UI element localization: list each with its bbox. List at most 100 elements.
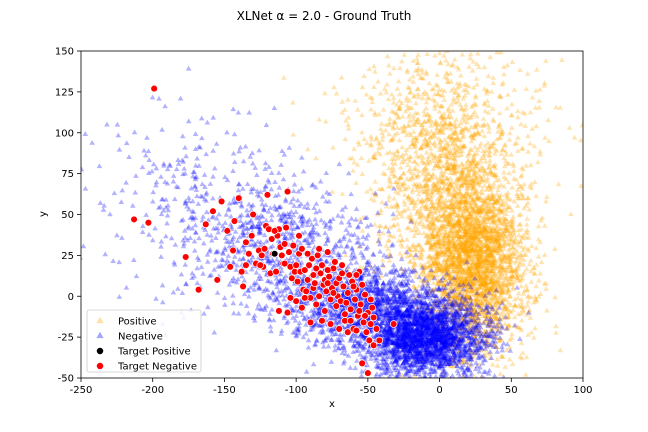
data-point: [461, 247, 468, 253]
data-point: [518, 255, 525, 261]
data-point: [466, 245, 472, 251]
data-point: [480, 116, 487, 121]
data-point: [524, 71, 531, 76]
data-point: [477, 275, 484, 281]
data-point: [485, 215, 491, 220]
data-point: [474, 264, 481, 270]
data-point: [482, 275, 488, 280]
data-point: [544, 307, 550, 313]
data-point: [457, 256, 463, 262]
data-point: [383, 242, 390, 248]
data-point: [456, 189, 463, 195]
data-point: [421, 351, 427, 357]
data-point: [444, 317, 450, 323]
data-point: [467, 299, 473, 305]
data-point: [437, 288, 443, 293]
data-point: [462, 311, 469, 317]
data-point: [487, 262, 493, 268]
data-point: [477, 245, 484, 251]
data-point: [448, 205, 455, 211]
data-point: [482, 273, 489, 279]
data-point: [430, 260, 437, 265]
data-point: [419, 326, 425, 332]
data-point: [579, 122, 583, 128]
data-point: [451, 222, 457, 227]
data-point: [435, 251, 441, 257]
data-point: [492, 283, 499, 289]
data-point: [442, 289, 449, 294]
data-point: [439, 225, 445, 231]
data-point: [469, 272, 475, 278]
data-point: [474, 266, 480, 271]
data-point: [535, 159, 541, 165]
data-point: [545, 117, 552, 123]
data-point: [462, 202, 468, 208]
data-point: [486, 183, 492, 189]
data-point: [455, 254, 461, 259]
data-point: [451, 244, 458, 250]
data-point: [502, 240, 509, 246]
data-point: [390, 99, 397, 105]
data-point: [450, 297, 457, 303]
data-point: [519, 307, 526, 313]
data-point: [496, 283, 503, 289]
data-point: [475, 181, 481, 186]
data-point: [449, 256, 455, 262]
data-point: [440, 281, 447, 287]
data-point: [446, 240, 453, 246]
data-point: [497, 195, 504, 201]
data-point: [480, 263, 486, 269]
data-point: [500, 198, 507, 204]
data-point: [281, 74, 287, 80]
data-point: [442, 303, 449, 309]
data-point: [482, 195, 489, 201]
data-point: [489, 295, 496, 301]
data-point: [439, 317, 446, 323]
data-point: [459, 220, 466, 226]
data-point: [491, 247, 497, 253]
data-point: [467, 278, 473, 283]
data-point: [492, 200, 498, 205]
data-point: [483, 273, 490, 278]
data-point: [427, 193, 434, 199]
data-point: [453, 143, 460, 148]
data-point: [509, 267, 515, 273]
data-point: [338, 74, 345, 80]
data-point: [433, 339, 440, 344]
data-point: [433, 329, 439, 334]
data-point: [456, 296, 463, 302]
data-point: [449, 317, 455, 323]
data-point: [441, 241, 448, 246]
data-point: [508, 233, 515, 239]
data-point: [454, 295, 460, 301]
data-point: [467, 253, 473, 259]
data-point: [450, 261, 457, 267]
data-point: [468, 225, 475, 231]
data-point: [482, 243, 489, 249]
data-point: [448, 264, 455, 270]
data-point: [497, 219, 503, 225]
data-point: [512, 303, 518, 309]
data-point: [507, 223, 514, 228]
data-point: [446, 296, 452, 302]
data-point: [414, 226, 421, 232]
data-point: [372, 178, 378, 184]
data-point: [483, 251, 490, 257]
data-point: [486, 275, 492, 281]
data-point: [457, 280, 464, 286]
data-point: [453, 342, 460, 347]
data-point: [410, 386, 416, 391]
data-point: [477, 308, 484, 314]
data-point: [456, 337, 462, 343]
data-point: [456, 304, 462, 310]
data-point: [384, 81, 390, 87]
data-point: [451, 301, 458, 307]
data-point: [476, 281, 483, 286]
data-point: [437, 278, 444, 284]
data-point: [464, 233, 470, 238]
data-point: [487, 235, 493, 241]
data-point: [470, 157, 477, 163]
data-point: [471, 270, 478, 276]
data-point: [482, 218, 488, 224]
data-point: [475, 300, 482, 305]
